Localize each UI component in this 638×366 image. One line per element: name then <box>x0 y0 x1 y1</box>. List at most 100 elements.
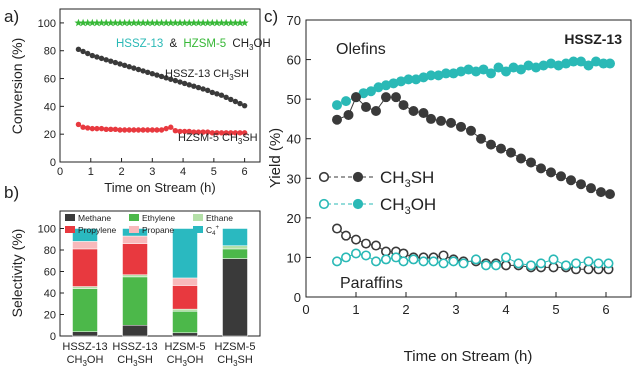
cat-ch: CH <box>167 354 183 366</box>
data-point <box>140 68 146 74</box>
data-point <box>604 189 615 200</box>
label-main: HSSZ-13 CH <box>165 68 229 80</box>
data-point <box>585 183 596 194</box>
data-point <box>218 92 225 98</box>
data-point <box>390 252 401 263</box>
legend-label: Methane <box>78 213 111 223</box>
legend-name: Propane <box>142 225 174 235</box>
data-point <box>158 127 165 133</box>
data-point <box>428 256 439 267</box>
data-point <box>575 56 586 67</box>
data-point <box>80 48 86 55</box>
x-tick-label: 1 <box>352 302 359 317</box>
legend-label: CH3OH <box>380 195 436 217</box>
y-tick-label: 0 <box>50 331 56 343</box>
data-point <box>102 18 111 27</box>
legend-ch: CH <box>232 38 249 50</box>
data-point <box>168 76 174 82</box>
data-point <box>370 106 381 117</box>
bar-segment <box>122 325 148 337</box>
y-tick-label: 40 <box>44 288 56 300</box>
data-point <box>513 258 524 269</box>
legend-swatch <box>129 226 139 233</box>
data-point <box>475 133 486 144</box>
data-point <box>398 256 409 267</box>
data-point <box>331 100 342 111</box>
data-point <box>131 65 137 71</box>
cat-end: SH <box>238 354 253 366</box>
panel-b-y-label: Selectivity (%) <box>9 229 25 318</box>
legend-label: CH3SH <box>380 168 434 190</box>
data-point <box>570 258 581 269</box>
panel-b-label: b) <box>4 183 19 202</box>
legend-sub: 3 <box>405 205 411 217</box>
x-tick-label: 5 <box>552 302 559 317</box>
data-point <box>163 75 169 81</box>
bar-segment <box>122 276 148 326</box>
legend-swatch <box>129 214 139 221</box>
legend-label: Propylene <box>78 225 117 235</box>
bar-segment <box>172 311 198 334</box>
legend-sup: + <box>215 225 219 231</box>
panel-c-x-ticks: 0 1 2 3 4 5 6 <box>302 292 610 317</box>
data-point <box>604 58 615 69</box>
data-point <box>166 18 175 27</box>
y-tick-label: 40 <box>287 132 301 147</box>
data-point <box>340 230 351 241</box>
data-point <box>223 94 229 101</box>
x-tick-label: 0 <box>302 302 309 317</box>
data-point <box>162 18 171 27</box>
bar-segment <box>72 331 98 337</box>
data-point <box>195 129 202 135</box>
data-point <box>103 57 109 63</box>
data-point <box>181 80 188 87</box>
label-end: SH <box>242 132 257 144</box>
data-point <box>485 68 496 79</box>
x-tick-label: 1 <box>88 166 94 178</box>
data-point <box>340 252 351 263</box>
data-point <box>465 125 476 136</box>
data-point <box>237 130 243 136</box>
bar-segment <box>72 288 98 332</box>
bar-segment <box>222 228 248 246</box>
bar-segment <box>172 332 198 337</box>
panel-c-y-label: Yield (%) <box>267 128 284 188</box>
data-point <box>98 55 105 62</box>
data-point <box>408 254 419 265</box>
data-point <box>108 58 114 64</box>
panel-b: 0 20 40 60 80 100 Methane Ethylene Ethane Propyl… <box>9 210 261 366</box>
data-point <box>143 18 152 27</box>
data-point <box>223 130 229 136</box>
legend-name: Ethylene <box>142 213 175 223</box>
data-point <box>565 175 576 186</box>
bar-segment <box>72 248 98 287</box>
panel-a-frame <box>59 8 261 163</box>
data-point <box>158 73 165 80</box>
legend-sub: 3 <box>405 178 411 190</box>
data-point <box>535 258 546 269</box>
cat-ch: CH <box>117 354 133 366</box>
y-tick-label: 40 <box>44 101 56 113</box>
legend-label: Ethylene <box>142 213 175 223</box>
legend-hzsm5: HZSM-5 <box>183 38 226 50</box>
panel-a-x-ticks: 0 1 2 3 4 5 6 <box>57 158 248 178</box>
y-tick-label: 30 <box>287 171 301 186</box>
category-label: HSSZ-13 <box>62 341 107 353</box>
data-point <box>331 256 342 267</box>
cat-sub: 3 <box>82 359 87 366</box>
legend-amp: & <box>170 38 178 50</box>
panel-b-bars <box>72 228 248 337</box>
data-point <box>121 127 128 133</box>
data-point <box>480 260 491 271</box>
x-tick-label: 6 <box>242 166 248 178</box>
data-point <box>435 115 446 126</box>
y-tick-label: 0 <box>294 290 301 305</box>
data-point <box>148 18 157 27</box>
legend-sub: 3 <box>249 43 254 52</box>
data-point <box>217 18 226 27</box>
data-point <box>500 66 511 77</box>
panel-c-olefins-label: Olefins <box>336 41 386 58</box>
legend-swatch <box>65 214 75 221</box>
data-point <box>478 64 489 75</box>
